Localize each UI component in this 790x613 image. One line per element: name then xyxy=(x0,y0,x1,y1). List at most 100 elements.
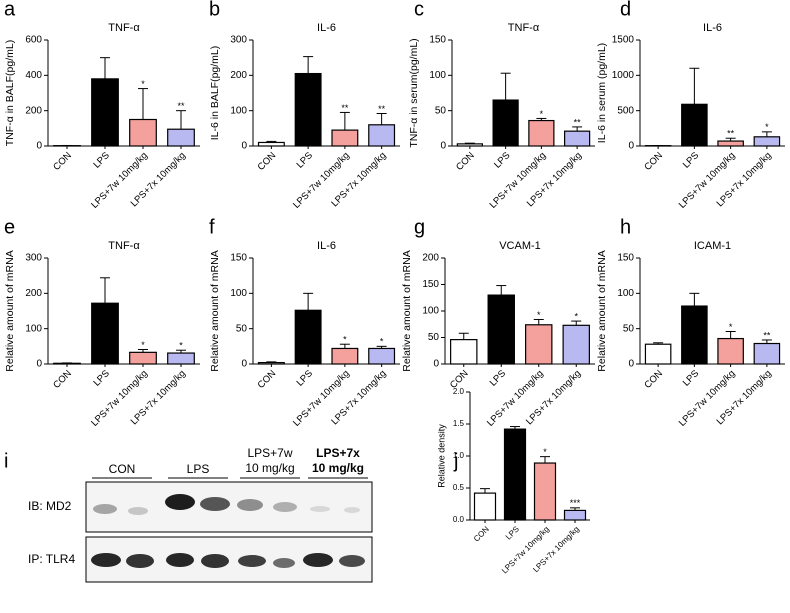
y-tick-label: 0 xyxy=(241,141,247,152)
y-tick-label: 600 xyxy=(25,35,42,46)
bar xyxy=(563,509,587,521)
significance: ** xyxy=(177,101,185,111)
significance: * xyxy=(179,341,183,351)
panel-letter: h xyxy=(620,216,631,238)
blot-panel: i IB: MD2 IP: TLR4 xyxy=(4,450,373,583)
y-tick-label: 0 xyxy=(440,141,446,152)
y-tick-label: 300 xyxy=(230,35,247,46)
panel-letter: c xyxy=(414,0,424,20)
bar xyxy=(167,352,195,365)
significance: ** xyxy=(727,129,735,139)
y-axis-label: IL-6 in BALF(pg/mL) xyxy=(209,46,221,141)
panel-letter: d xyxy=(620,0,631,20)
y-tick-label: 100 xyxy=(230,105,247,116)
chart-title: TNF-α xyxy=(108,22,140,34)
significance: * xyxy=(574,311,578,321)
bar xyxy=(294,309,322,365)
chart-title: IL-6 xyxy=(317,22,336,34)
y-tick-label: 100 xyxy=(230,288,247,299)
significance: ** xyxy=(763,330,771,340)
group-label: LPS+7x xyxy=(316,446,360,460)
bar xyxy=(533,462,557,521)
y-tick-label: 100 xyxy=(617,288,634,299)
group-label: CON xyxy=(109,462,136,476)
y-tick-label: 200 xyxy=(422,253,439,264)
y-tick-label: 0 xyxy=(628,359,634,370)
y-axis-label: TNF-α in BALF(pg/mL) xyxy=(4,40,16,146)
chart-title: TNF-α xyxy=(508,22,540,34)
significance: * xyxy=(141,79,145,89)
group-label: 10 mg/kg xyxy=(312,461,364,475)
group-label: 10 mg/kg xyxy=(245,461,294,475)
y-tick-label: 0 xyxy=(241,359,247,370)
bar xyxy=(294,72,322,147)
chart-title: TNF-α xyxy=(108,240,140,252)
bar xyxy=(257,361,285,365)
y-tick-label: 150 xyxy=(617,253,634,264)
significance: * xyxy=(765,122,769,132)
y-tick-label: 150 xyxy=(422,279,439,290)
bar xyxy=(53,362,81,365)
y-tick-label: 0 xyxy=(433,359,439,370)
chart-title: VCAM-1 xyxy=(499,240,541,252)
row-label: IP: TLR4 xyxy=(28,552,75,566)
y-tick-label: 0.0 xyxy=(453,515,465,524)
y-tick-label: 0 xyxy=(36,141,42,152)
chart-title: IL-6 xyxy=(703,22,722,34)
y-tick-label: 50 xyxy=(236,323,248,334)
bar xyxy=(129,351,157,365)
y-tick-label: 300 xyxy=(25,253,42,264)
bar xyxy=(681,305,708,365)
y-tick-label: 2.0 xyxy=(453,387,465,396)
significance: * xyxy=(537,310,541,320)
significance: * xyxy=(543,447,547,457)
bar xyxy=(91,302,119,365)
y-tick-label: 1000 xyxy=(612,70,635,81)
bar xyxy=(717,337,744,365)
bar xyxy=(368,124,396,147)
bar xyxy=(331,129,359,147)
y-axis-label: Relative amount of mRNA xyxy=(401,250,413,371)
bar xyxy=(681,103,708,147)
bar xyxy=(528,119,555,147)
bar xyxy=(368,347,396,365)
panel-letter: a xyxy=(4,0,16,20)
panel-letter: i xyxy=(4,450,8,472)
y-tick-label: 50 xyxy=(623,323,635,334)
y-tick-label: 200 xyxy=(25,288,42,299)
bar xyxy=(91,78,119,147)
panel-letter: f xyxy=(209,216,215,238)
panel-letter: e xyxy=(4,216,15,238)
bar xyxy=(753,136,781,147)
bar xyxy=(503,428,527,521)
bar xyxy=(456,143,483,147)
bar xyxy=(257,141,285,147)
bar xyxy=(562,324,590,365)
y-axis-label: Relative amount of mRNA xyxy=(209,250,221,371)
y-tick-label: 100 xyxy=(422,306,439,317)
significance: * xyxy=(729,322,733,332)
y-tick-label: 150 xyxy=(429,35,446,46)
bar xyxy=(644,343,672,365)
chart-title: IL-6 xyxy=(317,240,336,252)
group-label: LPS+7w xyxy=(247,446,292,460)
significance: * xyxy=(380,337,384,347)
panel-letter: j xyxy=(453,450,458,472)
bands xyxy=(91,494,365,568)
bar xyxy=(450,339,478,365)
y-tick-label: 1.5 xyxy=(453,419,465,428)
significance: ** xyxy=(341,103,349,113)
y-tick-label: 500 xyxy=(617,105,634,116)
bar xyxy=(525,324,553,365)
y-tick-label: 50 xyxy=(435,105,447,116)
y-tick-label: 150 xyxy=(230,253,247,264)
bar xyxy=(492,99,519,147)
group-label: LPS xyxy=(187,462,210,476)
significance: * xyxy=(141,340,145,350)
y-tick-label: 0.5 xyxy=(453,483,465,492)
bar xyxy=(564,130,591,147)
significance: * xyxy=(343,335,347,345)
chart-title: ICAM-1 xyxy=(694,240,731,252)
y-tick-label: 0 xyxy=(628,141,634,152)
